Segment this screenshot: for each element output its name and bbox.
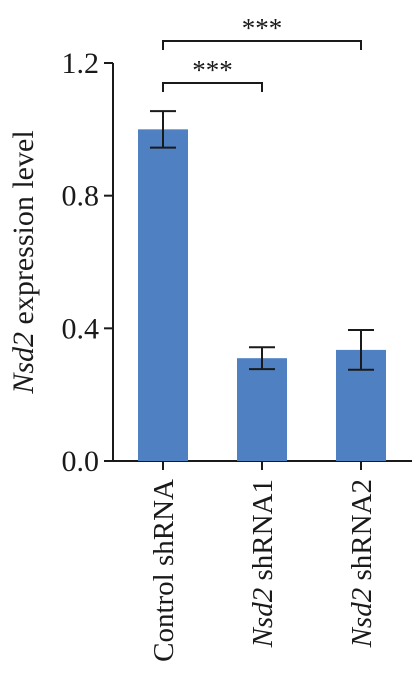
bar: [237, 358, 287, 461]
x-category-label: Nsd2 shRNA1: [247, 479, 279, 648]
bars: [138, 129, 386, 462]
significance-bracket: [162, 40, 362, 50]
x-category-label: Control shRNA: [148, 479, 180, 662]
x-category-label-text: shRNA2: [346, 479, 378, 588]
y-tick-label: 0.8: [62, 180, 100, 213]
x-category-label: Nsd2 shRNA2: [346, 479, 378, 648]
significance-label: ***: [242, 13, 283, 43]
y-axis-title: Nsd2 expression level: [7, 130, 40, 394]
y-axis-title-italic: Nsd2: [7, 332, 40, 395]
y-tick-label: 0.0: [62, 445, 100, 478]
significance-bracket: [162, 82, 263, 92]
x-category-label-text: Control shRNA: [148, 479, 180, 662]
x-category-label-text: shRNA1: [247, 479, 279, 588]
significance-label: ***: [192, 55, 233, 85]
significance-brackets: *** ***: [162, 13, 362, 92]
error-bars: [150, 110, 374, 371]
y-axis-title-text: expression level: [7, 130, 40, 332]
y-tick-label: 1.2: [62, 47, 100, 80]
bar: [138, 129, 188, 462]
x-category-label-italic: Nsd2: [346, 588, 378, 649]
y-tick-label: 0.4: [62, 312, 100, 345]
x-category-label-italic: Nsd2: [247, 588, 279, 649]
labels: 0.0 0.4 0.8 1.2 Nsd2 expression level Control…: [7, 47, 378, 662]
